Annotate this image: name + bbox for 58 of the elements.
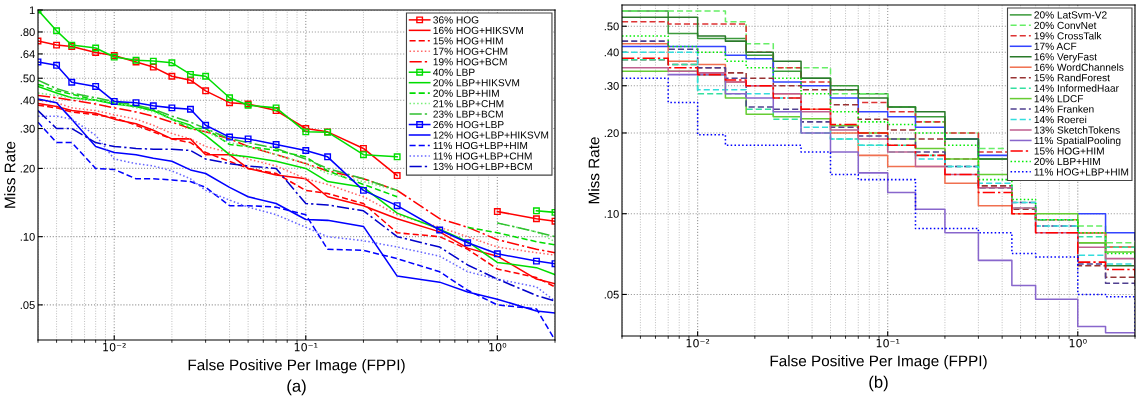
legend-label: 20% LBP+HIM <box>1034 157 1100 166</box>
y-tick-label: .10 <box>20 232 35 241</box>
x-tick-label: 10⁰ <box>1069 338 1087 348</box>
y-tick-label: .50 <box>20 74 35 83</box>
text: (b) <box>869 375 888 392</box>
y-tick-label: .05 <box>604 290 619 299</box>
y-tick-label: .40 <box>20 96 35 105</box>
x-axis-title: False Positive Per Image (FPPI) <box>188 359 405 374</box>
x-tick-label: 10⁰ <box>489 342 507 352</box>
legend-label: 13% HOG+LBP+BCM <box>433 162 532 171</box>
legend-label: 14% Roerei <box>1034 115 1087 124</box>
legend-label: 14% InformedHaar <box>1034 84 1119 92</box>
y-tick-label: .50 <box>604 22 619 31</box>
legend-label: 20% ConvNet <box>1034 21 1097 29</box>
legend-label: 15% HOG+HIM <box>433 37 503 45</box>
legend-label: 16% WordChannels <box>1034 63 1124 71</box>
text: (a) <box>287 379 306 396</box>
x-tick-label: 10⁻² <box>686 338 710 348</box>
legend-label: 11% HOG+LBP+HIM <box>433 141 528 150</box>
legend-label: 20% LBP+HIM <box>433 89 499 97</box>
y-tick-label: .05 <box>20 301 35 310</box>
legend-label: 19% CrossTalk <box>1034 32 1102 40</box>
legend-label: 40% LBP <box>433 68 475 76</box>
legend-label: 11% HOG+LBP+HIM <box>1034 168 1129 176</box>
legend-label: 36% HOG <box>433 16 479 24</box>
y-tick-label: .20 <box>20 164 35 173</box>
y-tick-label: .10 <box>604 209 619 218</box>
x-tick-label: 10⁻¹ <box>294 342 318 352</box>
y-tick-label: .40 <box>604 48 619 57</box>
y-tick-label: .20 <box>604 129 619 138</box>
legend-label: 15% RandForest <box>1034 73 1110 82</box>
legend-label: 21% LBP+CHM <box>433 100 504 108</box>
y-tick-label: .30 <box>20 124 35 133</box>
legend-label: 14% LDCF <box>1034 95 1084 103</box>
legend-label: 15% HOG+HIM <box>1034 147 1104 155</box>
y-tick-label: .30 <box>604 82 619 90</box>
y-tick-label: .80 <box>20 28 35 37</box>
legend-label: 17% HOG+CHM <box>433 47 508 55</box>
y-axis-title: Miss Rate <box>4 141 16 208</box>
x-axis-title: False Positive Per Image (FPPI) <box>770 355 987 370</box>
legend-label: 20% LBP+HIKSVM <box>433 79 520 87</box>
legend-label: 26% HOG+LBP <box>433 121 504 129</box>
y-tick-label: 1 <box>29 6 35 15</box>
legend-label: 11% HOG+LBP+CHM <box>433 152 532 160</box>
legend-label: 13% SketchTokens <box>1034 126 1120 134</box>
y-axis-title: Miss Rate <box>588 137 600 204</box>
x-tick-label: 10⁻² <box>103 342 126 352</box>
legend-label: 19% HOG+BCM <box>433 58 507 66</box>
legend-label: 17% ACF <box>1034 42 1077 50</box>
y-tick-label: .64 <box>20 50 35 59</box>
legend-label: 12% HOG+LBP+HIKSVM <box>433 131 549 139</box>
legend-label: 11% SpatialPooling <box>1034 136 1121 147</box>
legend-label: 14% Franken <box>1034 105 1094 113</box>
legend-label: 23% LBP+BCM <box>433 110 503 118</box>
legend-label: 16% VeryFast <box>1034 53 1097 63</box>
legend-label: 20% LatSvm-V2 <box>1034 11 1107 19</box>
legend-label: 16% HOG+HIKSVM <box>433 26 523 34</box>
x-tick-label: 10⁻¹ <box>876 338 900 348</box>
